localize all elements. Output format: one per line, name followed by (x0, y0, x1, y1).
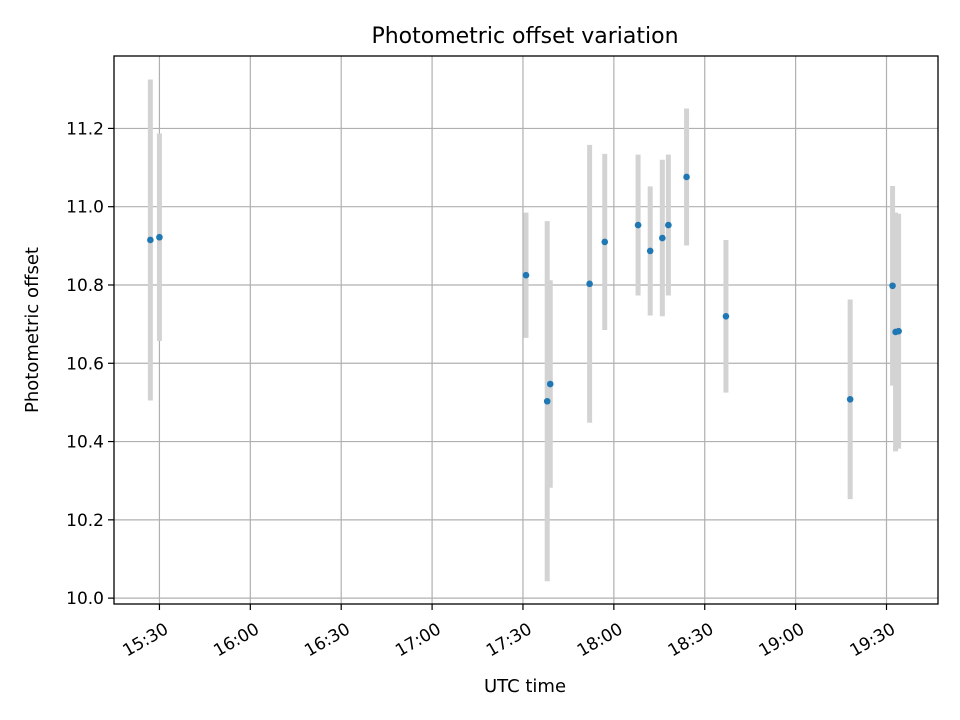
x-tick-label: 16:30 (301, 619, 353, 661)
data-point (522, 271, 530, 279)
data-point (543, 397, 551, 405)
data-point (646, 247, 654, 255)
data-point (683, 173, 690, 181)
error-bars (147, 79, 902, 582)
data-point (659, 234, 666, 242)
x-axis-label: UTC time (484, 676, 566, 697)
x-axis-ticks: 15:30 16:00 16:30 17:00 17:30 18:00 18:30 19:00… (120, 604, 899, 661)
y-tick-label: 10.2 (66, 511, 104, 531)
y-tick-label: 10.4 (66, 433, 104, 453)
data-point (156, 233, 163, 241)
plot-frame (113, 55, 939, 605)
y-tick-label: 10.8 (66, 276, 104, 296)
y-tick-label: 10.6 (66, 354, 104, 374)
x-tick-label: 17:30 (483, 619, 535, 661)
data-point (601, 238, 609, 246)
data-point (665, 221, 672, 229)
y-tick-label: 11.0 (66, 198, 104, 218)
data-point (895, 327, 902, 335)
data-point (634, 221, 642, 229)
y-tick-label: 11.2 (66, 119, 104, 139)
data-point (889, 282, 896, 290)
x-tick-label: 18:00 (574, 619, 626, 661)
chart-title: Photometric offset variation (371, 24, 678, 49)
data-point (147, 236, 154, 244)
data-points (147, 173, 902, 405)
y-tick-label: 10.0 (66, 589, 104, 609)
x-tick-label: 16:00 (210, 619, 262, 661)
data-point (722, 313, 730, 320)
y-axis-label: Photometric offset (22, 247, 43, 413)
x-tick-label: 17:00 (392, 619, 444, 661)
data-point (586, 280, 593, 288)
x-tick-label: 19:00 (756, 619, 808, 661)
x-tick-label: 19:30 (847, 619, 899, 661)
data-point (546, 380, 554, 388)
x-tick-label: 18:30 (665, 619, 717, 661)
x-tick-label: 15:30 (120, 619, 172, 661)
y-axis-ticks: 10.0 10.2 10.4 10.6 10.8 11.0 11.2 (66, 119, 114, 609)
data-point (846, 395, 854, 403)
